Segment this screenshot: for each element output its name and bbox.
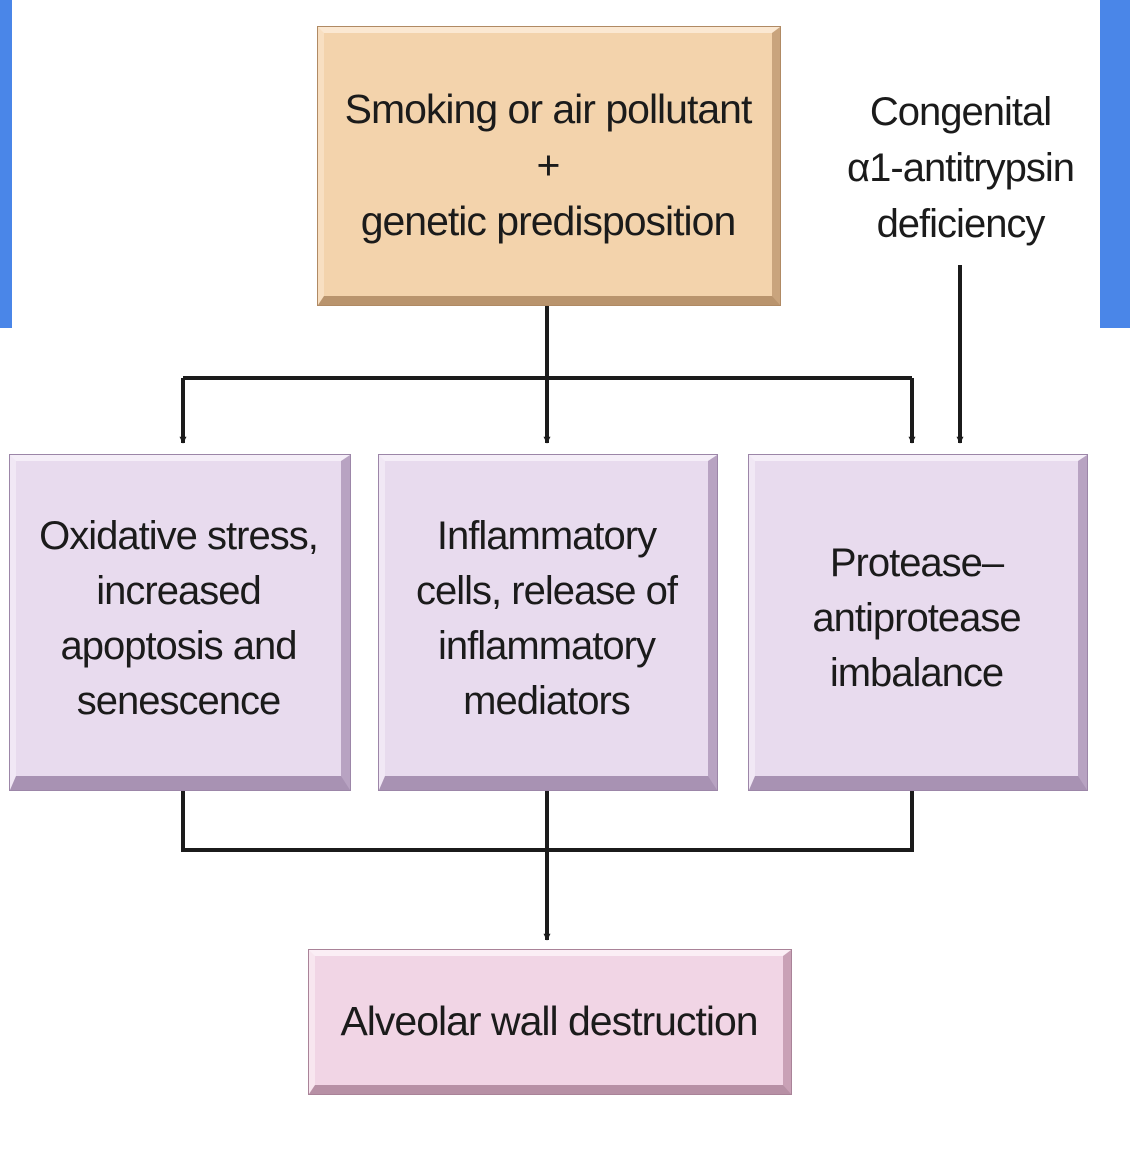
mechanism-line: Oxidative stress, [39, 513, 319, 558]
mechanism-line: inflammatory [438, 623, 656, 668]
outcome-box: Alveolar wall destruction [309, 950, 791, 1094]
source-line-1: Smoking or air pollutant [344, 85, 753, 132]
source-line-2: + [536, 141, 561, 188]
mechanism-line: mediators [463, 678, 631, 723]
mechanism-box-protease: Protease– antiprotease imbalance [749, 455, 1087, 790]
slide-accent-band-right [1100, 0, 1130, 328]
mechanism-line: apoptosis and [60, 623, 297, 668]
source-line-3: genetic predisposition [360, 197, 737, 244]
congenital-deficiency-label: Congenital α1-antitrypsin deficiency [838, 84, 1083, 252]
outcome-label: Alveolar wall destruction [340, 997, 758, 1044]
mechanism-line: imbalance [829, 651, 1004, 695]
mechanism-line: senescence [76, 678, 281, 723]
congenital-line-2: α1-antitrypsin [847, 146, 1075, 190]
source-box: Smoking or air pollutant + genetic predi… [318, 27, 780, 305]
mechanism-box-inflammatory: Inflammatory cells, release of inflammat… [379, 455, 717, 790]
mechanism-line: cells, release of [416, 568, 678, 613]
congenital-line-3: deficiency [876, 202, 1046, 246]
mechanism-line: Inflammatory [436, 513, 657, 558]
mechanism-line: antiprotease [812, 596, 1021, 640]
mechanism-box-oxidative: Oxidative stress, increased apoptosis an… [10, 455, 350, 790]
mechanism-line: Protease– [829, 541, 1004, 585]
congenital-line-1: Congenital [869, 90, 1052, 134]
mechanism-line: increased [96, 568, 261, 613]
slide-accent-band-left [0, 0, 12, 328]
